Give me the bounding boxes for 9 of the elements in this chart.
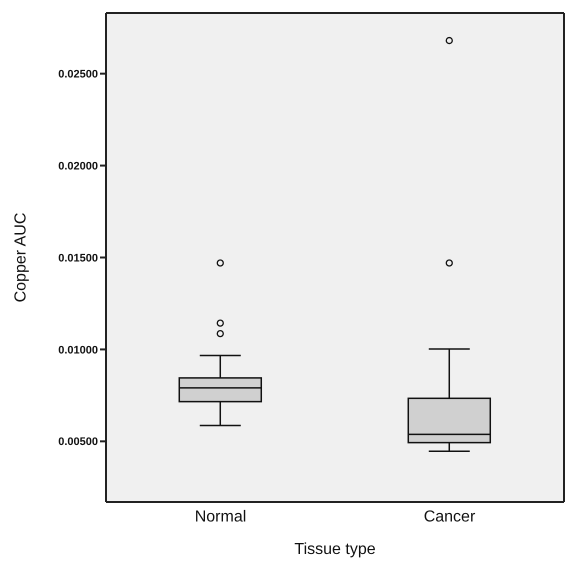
y-tick-label: 0.02000: [58, 160, 98, 172]
x-axis-title: Tissue type: [294, 541, 376, 558]
y-tick-label: 0.00500: [58, 436, 98, 448]
x-tick-label: Normal: [194, 508, 246, 526]
y-tick-label: 0.01500: [58, 252, 98, 264]
y-tick-label: 0.02500: [58, 68, 98, 81]
x-tick-label: Cancer: [424, 508, 476, 526]
y-tick-label: 0.01000: [58, 344, 98, 356]
y-axis-title: Copper AUC: [12, 212, 30, 302]
